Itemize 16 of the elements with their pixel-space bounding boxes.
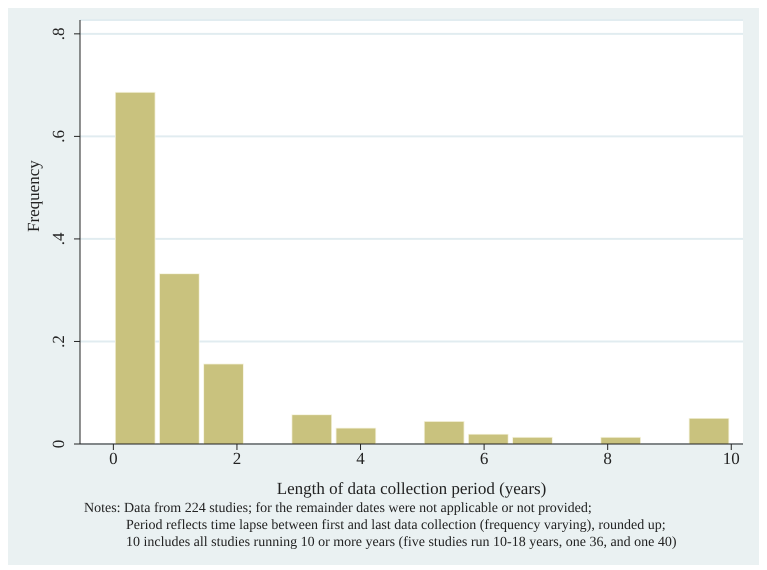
y-tick-label: 0 xyxy=(48,440,68,448)
x-tick-label: 8 xyxy=(603,449,612,468)
x-axis-title: Length of data collection period (years) xyxy=(276,479,546,498)
text: Notes: Data from 224 studies; for the remainder dates were not applicable or not provided; xyxy=(84,500,593,517)
x-tick-label: 10 xyxy=(722,449,740,468)
y-tick-label: .4 xyxy=(48,232,68,246)
y-tick-label: .2 xyxy=(48,335,68,348)
x-tick-label: 2 xyxy=(232,449,242,468)
y-tick-label: .8 xyxy=(48,27,68,40)
y-tick-label: .6 xyxy=(48,130,68,143)
y-axis-title: Frequency xyxy=(24,160,44,232)
text: Period reflects time lapse between first and last data collection (frequency varying), rounded up; xyxy=(125,517,667,534)
text: 10 includes all studies running 10 or more years (five studies run 10-18 years, one 36, and one 40) xyxy=(125,534,678,551)
x-tick-label: 6 xyxy=(480,449,488,468)
x-tick-label: 0 xyxy=(109,449,118,468)
x-tick-label: 4 xyxy=(356,449,366,468)
